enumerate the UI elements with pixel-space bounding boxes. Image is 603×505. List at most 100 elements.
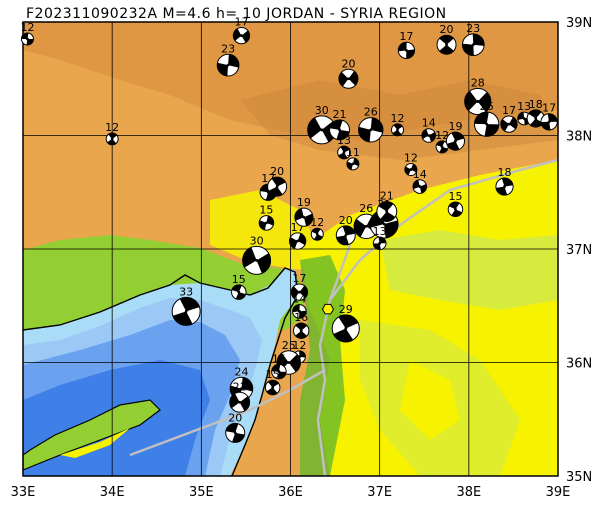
beachball[interactable]: 17 bbox=[500, 104, 518, 133]
beachball[interactable]: 12 bbox=[20, 21, 34, 46]
beachball[interactable]: 15 bbox=[264, 368, 281, 396]
beachball[interactable]: 23 bbox=[216, 42, 240, 77]
beachball[interactable]: 12 bbox=[105, 121, 119, 146]
beachball[interactable]: 15 bbox=[447, 190, 464, 218]
beachball-compression bbox=[228, 54, 239, 68]
beachball[interactable]: 20 bbox=[225, 411, 246, 443]
beachball[interactable]: 12 bbox=[391, 112, 405, 137]
depth-label: 11 bbox=[346, 146, 360, 159]
beachball-center bbox=[385, 210, 389, 213]
beachball-center bbox=[485, 122, 489, 126]
beachball-compression bbox=[370, 117, 383, 133]
depth-label: 30 bbox=[315, 104, 329, 117]
beachball[interactable]: 28 bbox=[464, 76, 492, 116]
beachball[interactable]: 17 bbox=[397, 30, 416, 60]
hexagon-epicenter-icon[interactable] bbox=[321, 303, 335, 315]
depth-label: 20 bbox=[440, 23, 454, 36]
beachball[interactable]: 14 bbox=[412, 168, 428, 194]
beachball-compression bbox=[235, 292, 246, 300]
beachball[interactable]: 18 bbox=[495, 166, 514, 196]
beachball[interactable]: 21 bbox=[229, 380, 251, 413]
beachball-compression bbox=[464, 90, 478, 111]
depth-label: 13 bbox=[373, 225, 387, 238]
beachball[interactable]: 13 bbox=[373, 225, 387, 251]
beachball[interactable]: 12 bbox=[404, 152, 418, 177]
beachball[interactable]: 12 bbox=[435, 129, 449, 154]
depth-label: 19 bbox=[297, 196, 311, 209]
depth-label: 20 bbox=[270, 165, 284, 178]
beachball-center bbox=[396, 128, 399, 132]
beachball-center bbox=[351, 162, 355, 166]
beachball-compression bbox=[239, 396, 250, 412]
beachball-center bbox=[298, 310, 301, 313]
fault-segment bbox=[129, 368, 326, 457]
beachball[interactable]: 23 bbox=[461, 22, 485, 57]
beachball[interactable]: 20 bbox=[335, 214, 356, 246]
beachball-center bbox=[418, 185, 422, 188]
beachball[interactable]: 17 bbox=[232, 15, 251, 45]
beachball[interactable]: 15 bbox=[258, 204, 275, 231]
beachball-center bbox=[240, 387, 243, 391]
fault-segment bbox=[329, 158, 559, 301]
beachball-compression bbox=[338, 72, 349, 87]
beachball[interactable]: 20 bbox=[436, 23, 457, 55]
beachball[interactable]: 26 bbox=[358, 106, 384, 143]
beachball[interactable]: 17 bbox=[540, 102, 558, 131]
beachball-center bbox=[378, 241, 382, 245]
y-tick-label: 35N bbox=[566, 470, 592, 485]
depth-label: 21 bbox=[233, 380, 247, 393]
beachball-compression bbox=[410, 163, 417, 173]
beachball[interactable]: 14 bbox=[421, 117, 437, 143]
beachball-compression bbox=[412, 179, 420, 190]
beachball-center bbox=[534, 117, 538, 120]
beachball-compression bbox=[484, 124, 499, 137]
beachball-compression bbox=[231, 284, 242, 293]
beachball[interactable]: 33 bbox=[171, 285, 201, 326]
beachball-compression bbox=[338, 152, 348, 159]
beachball[interactable]: 15 bbox=[231, 273, 247, 300]
beachball[interactable]: 30 bbox=[242, 234, 272, 275]
x-tick-label: 39E bbox=[546, 485, 571, 500]
beachball-center bbox=[522, 117, 526, 120]
beachball-compression bbox=[303, 213, 313, 227]
beachball-compression bbox=[517, 112, 525, 121]
beachball[interactable]: 19 bbox=[294, 196, 314, 227]
beachball[interactable]: 21 bbox=[329, 108, 350, 141]
beachball[interactable]: 17 bbox=[290, 272, 309, 301]
beachball[interactable]: 19 bbox=[445, 120, 466, 151]
beachball[interactable]: 14 bbox=[292, 293, 307, 319]
beachball-compression bbox=[107, 138, 117, 145]
depth-label: 20 bbox=[228, 411, 242, 424]
epicenter-marker bbox=[321, 303, 335, 315]
beachball-center bbox=[364, 224, 368, 228]
beachball-compression bbox=[241, 377, 253, 392]
beachball-compression bbox=[232, 432, 245, 443]
beachball[interactable]: 20 bbox=[338, 57, 359, 89]
beachball[interactable]: 29 bbox=[331, 303, 360, 343]
beachball[interactable]: 15 bbox=[271, 352, 287, 380]
depth-label: 28 bbox=[471, 76, 485, 89]
depth-label: 25 bbox=[282, 339, 296, 352]
beachball-center bbox=[265, 221, 268, 225]
beachball-center bbox=[315, 232, 319, 236]
depth-label: 15 bbox=[272, 352, 286, 365]
beachball-center bbox=[344, 233, 348, 237]
beachball[interactable]: 13 bbox=[337, 134, 351, 160]
beachball[interactable]: 26 bbox=[473, 100, 500, 137]
beachball[interactable]: 11 bbox=[346, 146, 360, 171]
depth-label: 14 bbox=[292, 293, 306, 306]
beachball[interactable]: 12 bbox=[310, 216, 324, 241]
y-tick-label: 38N bbox=[566, 130, 592, 145]
beachball[interactable]: 18 bbox=[526, 98, 545, 128]
beachball-compression bbox=[342, 225, 356, 236]
x-tick-label: 38E bbox=[456, 485, 481, 500]
depth-label: 12 bbox=[391, 112, 405, 125]
beachball-compression bbox=[172, 311, 193, 326]
beachball[interactable]: 16 bbox=[293, 311, 310, 339]
cyprus-lowland bbox=[60, 428, 130, 458]
beachball[interactable]: 20 bbox=[267, 165, 288, 197]
beachball[interactable]: 21 bbox=[376, 190, 398, 222]
beachball-compression bbox=[311, 228, 321, 235]
beachball-compression bbox=[26, 39, 34, 46]
